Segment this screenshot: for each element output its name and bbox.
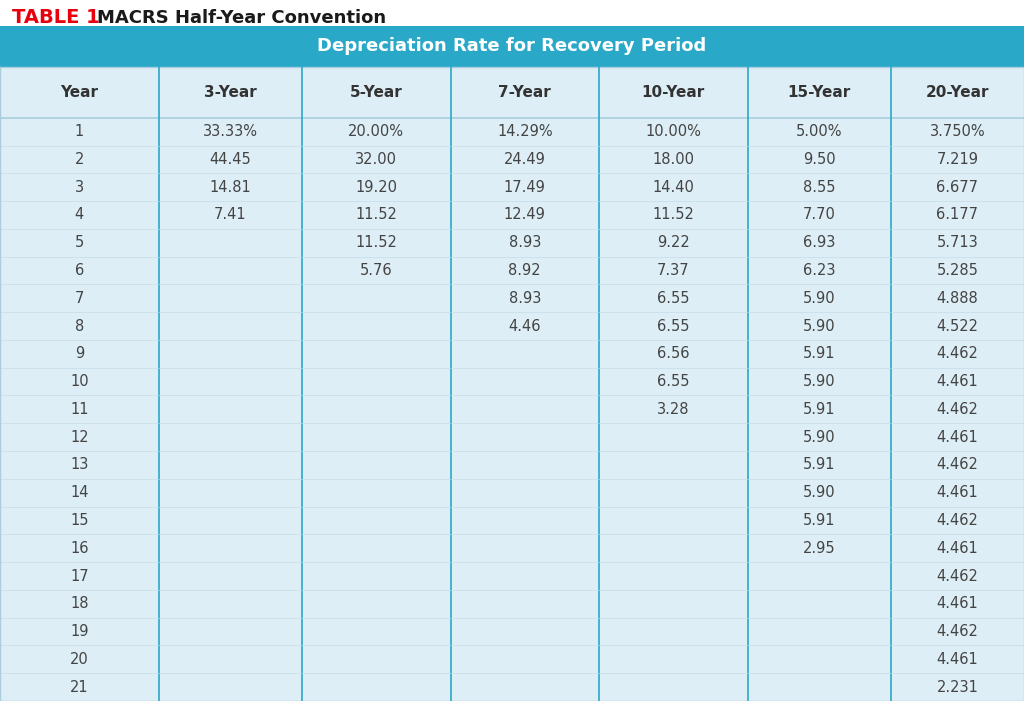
Text: 4.461: 4.461 — [937, 652, 978, 667]
Text: 20-Year: 20-Year — [926, 85, 989, 100]
Text: 10-Year: 10-Year — [642, 85, 705, 100]
Text: 5.90: 5.90 — [803, 485, 836, 501]
Text: 14.81: 14.81 — [210, 179, 251, 195]
Text: 2.95: 2.95 — [803, 540, 836, 556]
Text: 33.33%: 33.33% — [203, 124, 258, 139]
Text: 12.49: 12.49 — [504, 207, 546, 222]
Text: Year: Year — [60, 85, 98, 100]
Text: 12: 12 — [70, 430, 89, 444]
Text: 7.41: 7.41 — [214, 207, 247, 222]
Text: 17.49: 17.49 — [504, 179, 546, 195]
Text: 8.93: 8.93 — [509, 291, 541, 306]
Text: 6: 6 — [75, 263, 84, 278]
Text: 8.55: 8.55 — [803, 179, 836, 195]
Text: 5: 5 — [75, 236, 84, 250]
Text: 32.00: 32.00 — [355, 152, 397, 167]
Text: 7.219: 7.219 — [936, 152, 979, 167]
Text: 4.462: 4.462 — [937, 569, 978, 583]
Text: 16: 16 — [70, 540, 89, 556]
Text: 14: 14 — [70, 485, 89, 501]
Text: 4.462: 4.462 — [937, 402, 978, 417]
Text: 1: 1 — [75, 124, 84, 139]
Text: 8: 8 — [75, 318, 84, 334]
Text: 11.52: 11.52 — [355, 207, 397, 222]
Text: 4.46: 4.46 — [509, 318, 541, 334]
Text: 7.70: 7.70 — [803, 207, 836, 222]
Text: 3-Year: 3-Year — [204, 85, 257, 100]
Bar — [0, 26, 1024, 67]
Text: 4.888: 4.888 — [937, 291, 978, 306]
Text: 5.00%: 5.00% — [796, 124, 843, 139]
Text: 13: 13 — [71, 458, 88, 472]
Text: 4.462: 4.462 — [937, 624, 978, 639]
Text: 11.52: 11.52 — [652, 207, 694, 222]
Text: 6.55: 6.55 — [657, 318, 689, 334]
Text: 19.20: 19.20 — [355, 179, 397, 195]
Text: 18: 18 — [70, 597, 89, 611]
Text: 4.461: 4.461 — [937, 374, 978, 389]
Text: 5.91: 5.91 — [803, 402, 836, 417]
Text: TABLE 1: TABLE 1 — [12, 8, 100, 27]
Text: 8.92: 8.92 — [509, 263, 541, 278]
Text: 6.55: 6.55 — [657, 374, 689, 389]
Text: 17: 17 — [70, 569, 89, 583]
Text: 5.90: 5.90 — [803, 318, 836, 334]
Text: 4.461: 4.461 — [937, 485, 978, 501]
Text: 9: 9 — [75, 346, 84, 361]
Text: 5-Year: 5-Year — [350, 85, 402, 100]
Text: 15-Year: 15-Year — [787, 85, 851, 100]
Text: 3.28: 3.28 — [657, 402, 689, 417]
Text: 18.00: 18.00 — [652, 152, 694, 167]
Text: 4.462: 4.462 — [937, 458, 978, 472]
Text: 6.56: 6.56 — [657, 346, 689, 361]
Text: 4.461: 4.461 — [937, 540, 978, 556]
Text: 24.49: 24.49 — [504, 152, 546, 167]
Text: 5.713: 5.713 — [937, 236, 978, 250]
Text: 4.461: 4.461 — [937, 597, 978, 611]
Text: 6.55: 6.55 — [657, 291, 689, 306]
Text: 20.00%: 20.00% — [348, 124, 404, 139]
Text: 2: 2 — [75, 152, 84, 167]
Text: 8.93: 8.93 — [509, 236, 541, 250]
Text: 21: 21 — [70, 679, 89, 695]
Text: 4.461: 4.461 — [937, 430, 978, 444]
Text: 6.23: 6.23 — [803, 263, 836, 278]
Text: Depreciation Rate for Recovery Period: Depreciation Rate for Recovery Period — [317, 37, 707, 55]
Text: 2.231: 2.231 — [937, 679, 978, 695]
Text: 10.00%: 10.00% — [645, 124, 701, 139]
Text: 4.462: 4.462 — [937, 346, 978, 361]
Text: 14.29%: 14.29% — [497, 124, 553, 139]
Text: 5.91: 5.91 — [803, 458, 836, 472]
Text: 10: 10 — [70, 374, 89, 389]
Text: 44.45: 44.45 — [210, 152, 251, 167]
Text: 15: 15 — [70, 513, 89, 528]
Text: 5.76: 5.76 — [360, 263, 392, 278]
Text: 6.177: 6.177 — [936, 207, 979, 222]
Text: 3: 3 — [75, 179, 84, 195]
Text: 7.37: 7.37 — [657, 263, 689, 278]
Text: 5.91: 5.91 — [803, 513, 836, 528]
Text: 6.677: 6.677 — [936, 179, 979, 195]
Text: 5.90: 5.90 — [803, 430, 836, 444]
Text: 5.90: 5.90 — [803, 291, 836, 306]
Text: 5.91: 5.91 — [803, 346, 836, 361]
Text: 6.93: 6.93 — [803, 236, 836, 250]
Text: 3.750%: 3.750% — [930, 124, 985, 139]
Text: 7-Year: 7-Year — [499, 85, 551, 100]
Text: 4.522: 4.522 — [936, 318, 979, 334]
Text: 5.90: 5.90 — [803, 374, 836, 389]
Text: 19: 19 — [70, 624, 89, 639]
Text: 5.285: 5.285 — [937, 263, 978, 278]
Text: 7: 7 — [75, 291, 84, 306]
Text: 20: 20 — [70, 652, 89, 667]
Text: 4: 4 — [75, 207, 84, 222]
Text: 4.462: 4.462 — [937, 513, 978, 528]
Text: MACRS Half-Year Convention: MACRS Half-Year Convention — [97, 8, 386, 27]
Text: 9.22: 9.22 — [657, 236, 689, 250]
Text: 11: 11 — [70, 402, 89, 417]
Text: 14.40: 14.40 — [652, 179, 694, 195]
Text: 11.52: 11.52 — [355, 236, 397, 250]
Text: 9.50: 9.50 — [803, 152, 836, 167]
